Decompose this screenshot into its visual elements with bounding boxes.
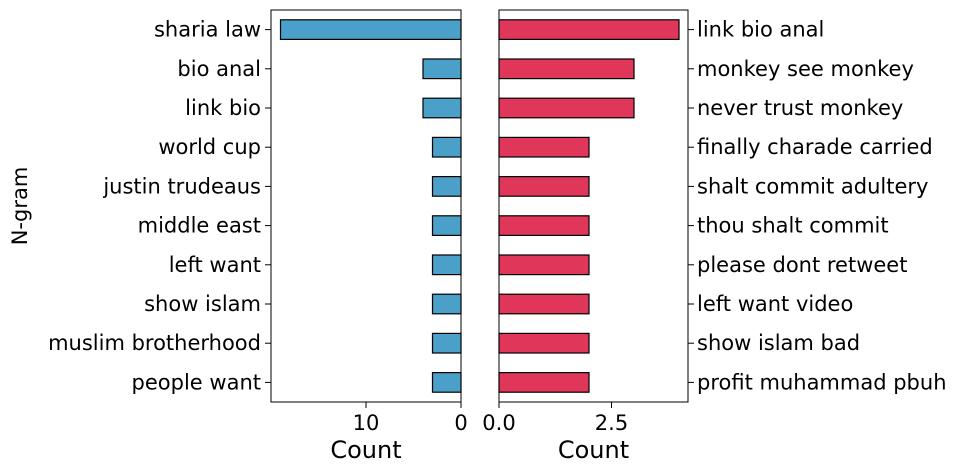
left-bar-6: [431, 254, 462, 276]
left-bar-2: [422, 97, 462, 119]
left-bar-9: [431, 372, 462, 393]
right-axes-frame: [498, 9, 689, 403]
left-xtick-label-1: 10: [353, 411, 380, 435]
left-category-label-3: world cup: [158, 135, 261, 159]
right-x-axis-title: Count: [558, 436, 629, 464]
left-category-label-1: bio anal: [177, 57, 261, 81]
left-bar-1: [422, 58, 462, 80]
left-bar-5: [431, 215, 462, 237]
left-bar-4: [431, 176, 462, 197]
right-bar-3: [498, 136, 590, 158]
left-category-label-4: justin trudeaus: [102, 174, 261, 198]
right-category-label-2: never trust monkey: [697, 96, 903, 120]
left-panel: sharia law bio anal link bio world cup justi…: [8, 9, 468, 464]
right-category-label-7: left want video: [697, 292, 853, 316]
right-bar-1: [498, 58, 635, 80]
right-category-label-0: link bio anal: [697, 18, 824, 42]
right-bar-4: [498, 176, 590, 197]
right-bar-0: [498, 19, 680, 40]
right-xtick-label-1: 2.5: [595, 411, 628, 435]
left-xtick-label-0: 0: [454, 411, 467, 435]
right-bar-8: [498, 332, 590, 354]
right-xtick-label-0: 0.0: [482, 411, 515, 435]
left-category-label-5: middle east: [138, 214, 261, 238]
right-category-label-5: thou shalt commit: [697, 214, 889, 238]
left-bar-8: [431, 332, 462, 354]
right-category-label-8: show islam bad: [697, 331, 860, 355]
right-category-label-9: profit muhammad pbuh: [697, 370, 947, 394]
left-x-axis-title: Count: [330, 436, 401, 464]
right-bar-2: [498, 97, 635, 119]
right-bar-7: [498, 293, 590, 315]
left-category-label-9: people want: [132, 370, 261, 394]
right-category-label-1: monkey see monkey: [697, 57, 914, 81]
left-bar-3: [431, 136, 462, 158]
left-category-label-7: show islam: [144, 292, 261, 316]
right-bar-5: [498, 215, 590, 237]
left-y-axis-title: N-gram: [8, 167, 32, 246]
right-category-label-4: shalt commit adultery: [697, 174, 928, 198]
right-bar-6: [498, 254, 590, 276]
right-category-label-3: finally charade carried: [697, 135, 933, 159]
left-category-label-8: muslim brotherhood: [48, 331, 261, 355]
left-category-label-2: link bio: [185, 96, 261, 120]
left-category-label-6: left want: [169, 253, 261, 277]
left-bar-0: [279, 19, 462, 40]
left-bar-7: [431, 293, 462, 315]
left-category-label-0: sharia law: [154, 18, 261, 42]
right-bar-9: [498, 372, 590, 393]
right-panel: link bio anal monkey see monkey never trus…: [482, 9, 947, 464]
right-category-label-6: please dont retweet: [697, 253, 907, 277]
